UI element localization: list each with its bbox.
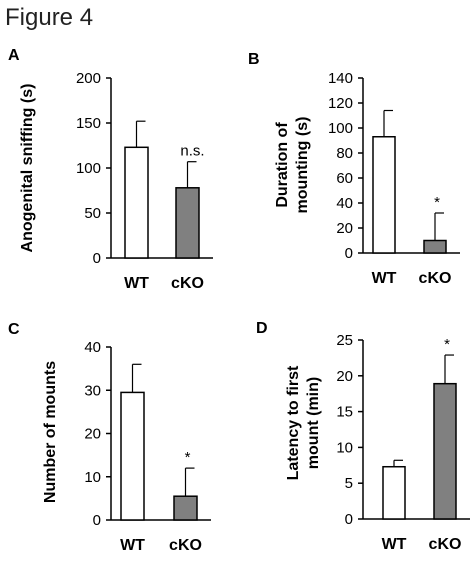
panel-d-y-axis-label: Latency to first mount (min) [285, 365, 322, 480]
panel-a-y-tick-label: 100 [76, 160, 101, 177]
panel-c-bar-cko [173, 495, 198, 521]
panel-c-y-axis-label: Number of mounts [42, 361, 59, 503]
panel-c-annotation: * [185, 449, 191, 466]
panel-d-category-label: WT [382, 536, 407, 553]
panel-a-bar-wt [124, 146, 149, 259]
panel-c-category-label: WT [120, 537, 145, 554]
panel-d-y-tick-label: 10 [336, 439, 353, 456]
panel-d-y-tick-label: 0 [345, 511, 353, 528]
panel-b-y-tick-label: 100 [328, 120, 353, 137]
panel-a-category-label: cKO [171, 275, 204, 292]
panel-b-y-tick-label: 60 [336, 170, 353, 187]
panel-a-y-tick-label: 200 [76, 70, 101, 87]
panel-b-bar-wt [372, 136, 396, 254]
panel-a-y-tick-label: 0 [93, 250, 101, 267]
panel-b-annotation: * [434, 194, 440, 211]
panel-b-y-tick-label: 0 [345, 245, 353, 262]
panel-b-y-tick-label: 80 [336, 145, 353, 162]
panel-d-category-label: cKO [429, 536, 462, 553]
panel-b-category-label: cKO [419, 270, 452, 287]
panel-a-y-axis-label: Anogenital sniffing (s) [19, 84, 36, 253]
panel-c-y-tick-label: 20 [84, 426, 101, 443]
panel-c-label: C [8, 321, 20, 338]
figure-title: Figure 4 [5, 4, 94, 31]
panel-d-y-tick-label: 5 [345, 475, 353, 492]
panel-a-annotation: n.s. [180, 143, 204, 160]
panel-b-label: B [248, 51, 260, 68]
panel-c-bar-wt [120, 391, 145, 521]
panel-b-bar-cko [423, 239, 447, 254]
panel-d-y-tick-label: 15 [336, 404, 353, 421]
panel-b-y-tick-label: 140 [328, 70, 353, 87]
panel-d-annotation: * [444, 336, 450, 353]
panel-c-y-tick-label: 40 [84, 339, 101, 356]
panel-a-category-label: WT [124, 275, 149, 292]
panel-a-label: A [8, 47, 20, 64]
panel-a-y-tick-label: 150 [76, 115, 101, 132]
panel-c-y-tick-label: 30 [84, 382, 101, 399]
panel-b-category-label: WT [372, 270, 397, 287]
panel-b-y-tick-label: 120 [328, 95, 353, 112]
panel-c-category-label: cKO [169, 537, 202, 554]
panel-c-y-tick-label: 0 [93, 512, 101, 529]
panel-d-bar-wt [382, 465, 406, 520]
panel-b-y-tick-label: 20 [336, 220, 353, 237]
panel-b-y-axis-label: Duration of mounting (s) [274, 117, 311, 214]
panel-d-y-tick-label: 20 [336, 368, 353, 385]
panel-d-bar-cko [433, 382, 457, 520]
panel-a-y-tick-label: 50 [84, 205, 101, 222]
panel-d-y-tick-label: 25 [336, 332, 353, 349]
panel-b-y-tick-label: 40 [336, 195, 353, 212]
panel-c-y-tick-label: 10 [84, 469, 101, 486]
panel-d-label: D [256, 320, 268, 337]
panel-a-bar-cko [175, 187, 200, 259]
